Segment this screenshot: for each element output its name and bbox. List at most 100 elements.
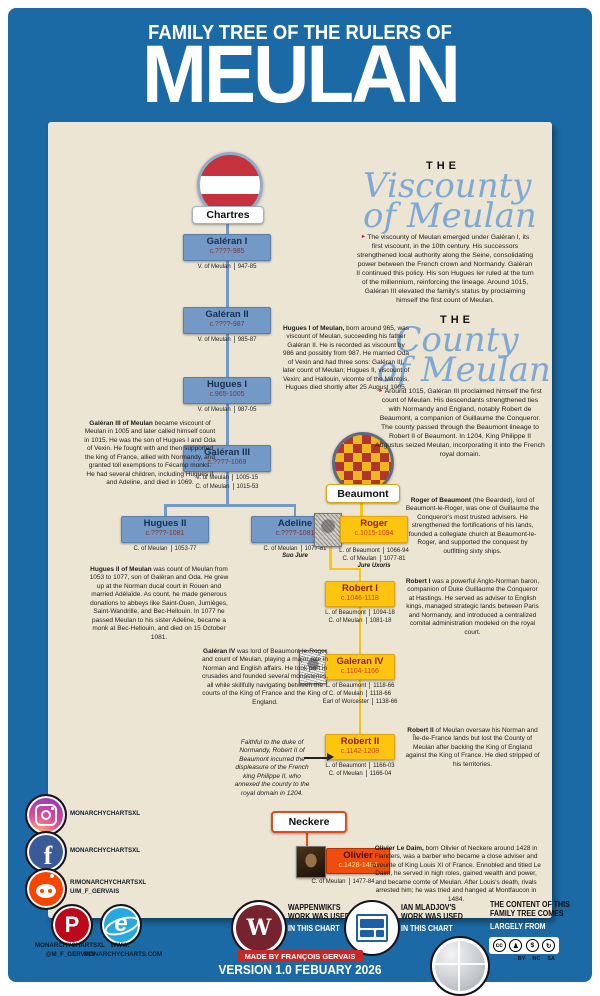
title-row: V. of Meulan 1005-15 xyxy=(195,474,259,481)
connector-line xyxy=(293,504,296,517)
person-dates: c.????-1081 xyxy=(275,529,315,537)
cc-icon: cc xyxy=(492,939,506,952)
county-body: ►Around 1015, Galéran III proclaimed him… xyxy=(375,388,545,458)
title-row: C. of Meulan 1477-84 xyxy=(311,878,375,885)
title-row: C. of Meulan 1166-04 xyxy=(328,770,392,777)
person-name: Robert II xyxy=(340,736,380,747)
robert1-bio: Robert I was a powerful Anglo-Norman bar… xyxy=(405,578,540,636)
wikipedia-credit-line2: LARGELY FROM xyxy=(490,922,546,931)
mladjov-credit-line2: IN THIS CHART xyxy=(401,924,453,933)
galeran4-portrait xyxy=(299,650,327,684)
title-row: L. of Beaumont 1118-66 xyxy=(325,682,395,689)
county-kicker: THE xyxy=(440,314,474,326)
cc-by-icon: ♟ xyxy=(509,939,523,952)
olivier-portrait xyxy=(296,846,326,878)
roger-note: Jure Uxoris xyxy=(357,563,391,569)
node-galeran3: Galéran III c.????-1069 xyxy=(183,445,271,472)
galeran3-bio: Galéran III of Meulan became viscount of… xyxy=(84,420,216,487)
robert2-annotation: Faithful to the duke of Normandy, Robert… xyxy=(234,739,310,797)
person-dates: c.????-1081 xyxy=(145,529,185,537)
olivier-bio: Olivier Le Daim, born Olivier of Neckere… xyxy=(371,845,541,903)
node-hugues2: Hugues II c.????-1081 xyxy=(121,516,209,543)
instagram-handle: MONARCHYCHARTSXL xyxy=(70,810,140,817)
title-row: V. of Meulan 985-87 xyxy=(197,336,257,343)
person-name: Galeran IV xyxy=(336,656,384,667)
person-dates: c.1142-1208 xyxy=(340,747,380,755)
chartres-label: Chartres xyxy=(192,206,264,224)
node-galeran2: Galéran II c.????-987 xyxy=(183,307,271,334)
node-robert2: Robert II c.1142-1208 xyxy=(325,734,395,760)
title-row: Earl of Worcester 1138-66 xyxy=(322,698,398,705)
title-row: C. of Meulan 1077-81 xyxy=(263,545,327,552)
person-dates: c.1046-1118 xyxy=(341,594,379,602)
viscounty-title-line2: of Meulan xyxy=(363,196,537,236)
connector-line xyxy=(358,606,361,656)
neckere-label: Neckere xyxy=(271,811,347,833)
person-dates: c.????-987 xyxy=(209,320,245,328)
robert2-bio: Robert II of Meulan oversaw his Norman a… xyxy=(405,727,540,768)
connector-line xyxy=(358,680,361,734)
connector-line xyxy=(226,214,229,506)
county-title-line2: of Meulan xyxy=(377,350,551,390)
wappenwiki-icon: W xyxy=(231,900,287,956)
node-roger: Roger c.1015-1094 xyxy=(340,516,408,543)
beaumont-flag xyxy=(332,432,394,494)
adeline-note: Suo Jure xyxy=(282,553,308,559)
person-name: Roger xyxy=(360,518,388,529)
wappenwiki-credit-line1: WAPPENWIKI'S WORK WAS USED xyxy=(288,903,350,922)
county-title-line1: County xyxy=(395,320,519,360)
facebook-handle: MONARCHYCHARTSXL xyxy=(70,847,140,854)
title-row: C. of Meulan 1053-77 xyxy=(133,545,197,552)
connector-line xyxy=(329,567,360,570)
header-kicker: FAMILY TREE OF THE RULERS OF xyxy=(148,22,452,44)
person-name: Hugues II xyxy=(143,518,187,529)
website-url: WWW. MONARCHYCHARTS.COM xyxy=(83,942,163,958)
person-name: Robert I xyxy=(342,583,378,594)
title-row: C. of Meulan 1015-53 xyxy=(195,483,259,490)
instagram-icon xyxy=(25,794,67,836)
wikipedia-icon xyxy=(430,936,490,996)
pinterest-icon: P xyxy=(51,904,93,946)
person-dates: c.????-985 xyxy=(209,247,245,255)
title-row: C. of Meulan 1081-18 xyxy=(328,617,392,624)
person-dates: c.1015-1094 xyxy=(354,529,394,537)
made-by-label: MADE BY FRANÇOIS GERVAIS xyxy=(237,950,363,962)
node-hugues1: Hugues I c.965-1005 xyxy=(183,377,271,404)
beaumont-label: Beaumont xyxy=(326,484,400,503)
annotation-arrow-head xyxy=(327,753,334,761)
cc-sa-icon: ↻ xyxy=(542,939,556,952)
title-row: V. of Meulan 947-85 xyxy=(197,263,257,270)
reddit-icon xyxy=(25,868,67,910)
title-row: L. of Beaumont 1066-94 xyxy=(339,547,409,554)
web-icon: e xyxy=(100,904,142,946)
person-name: Olivier xyxy=(343,850,373,861)
connector-line xyxy=(164,504,167,517)
node-robert1: Robert I c.1046-1118 xyxy=(325,581,395,607)
wappenwiki-credit-line2: IN THIS CHART xyxy=(288,924,340,933)
paragraph-marker-icon: ► xyxy=(360,234,367,240)
connector-line xyxy=(358,567,361,582)
title-row: C. of Meulan 1118-66 xyxy=(328,690,392,697)
node-galeran4: Galeran IV c.1104-1166 xyxy=(325,654,395,680)
title-row: V. of Meulan 987-05 xyxy=(197,406,257,413)
hugues1-bio: Hugues I of Meulan, born around 965, was… xyxy=(282,325,410,392)
roger-portrait xyxy=(314,513,342,547)
connector-line xyxy=(329,528,332,570)
viscounty-kicker: THE xyxy=(426,160,460,172)
cc-license-labels: BY NC SA xyxy=(517,956,555,962)
person-dates: c.????-1069 xyxy=(207,458,247,466)
annotation-arrow xyxy=(304,757,328,759)
person-name: Galéran III xyxy=(204,447,250,458)
person-name: Galéran II xyxy=(205,309,249,320)
person-name: Hugues I xyxy=(206,379,248,390)
connector-line xyxy=(164,504,296,507)
person-name: Adeline xyxy=(277,518,313,529)
pinterest-handle: MONARCHYCHARTSXL @M_F_GERVAIS xyxy=(34,942,105,958)
roger-bio: Roger of Beaumont (the Bearded), lord of… xyxy=(405,497,540,555)
cc-license-badge: cc ♟ $ ↻ xyxy=(489,937,559,954)
facebook-icon: f xyxy=(25,831,67,873)
node-galeran1: Galéran I c.????-985 xyxy=(183,234,271,261)
galeran4-bio: Galéran IV was lord of Beaumont-le-Roger… xyxy=(201,648,329,706)
title-row: L. of Beaumont 1166-03 xyxy=(325,762,395,769)
node-olivier: Olivier c.1428-1484 xyxy=(326,848,390,874)
